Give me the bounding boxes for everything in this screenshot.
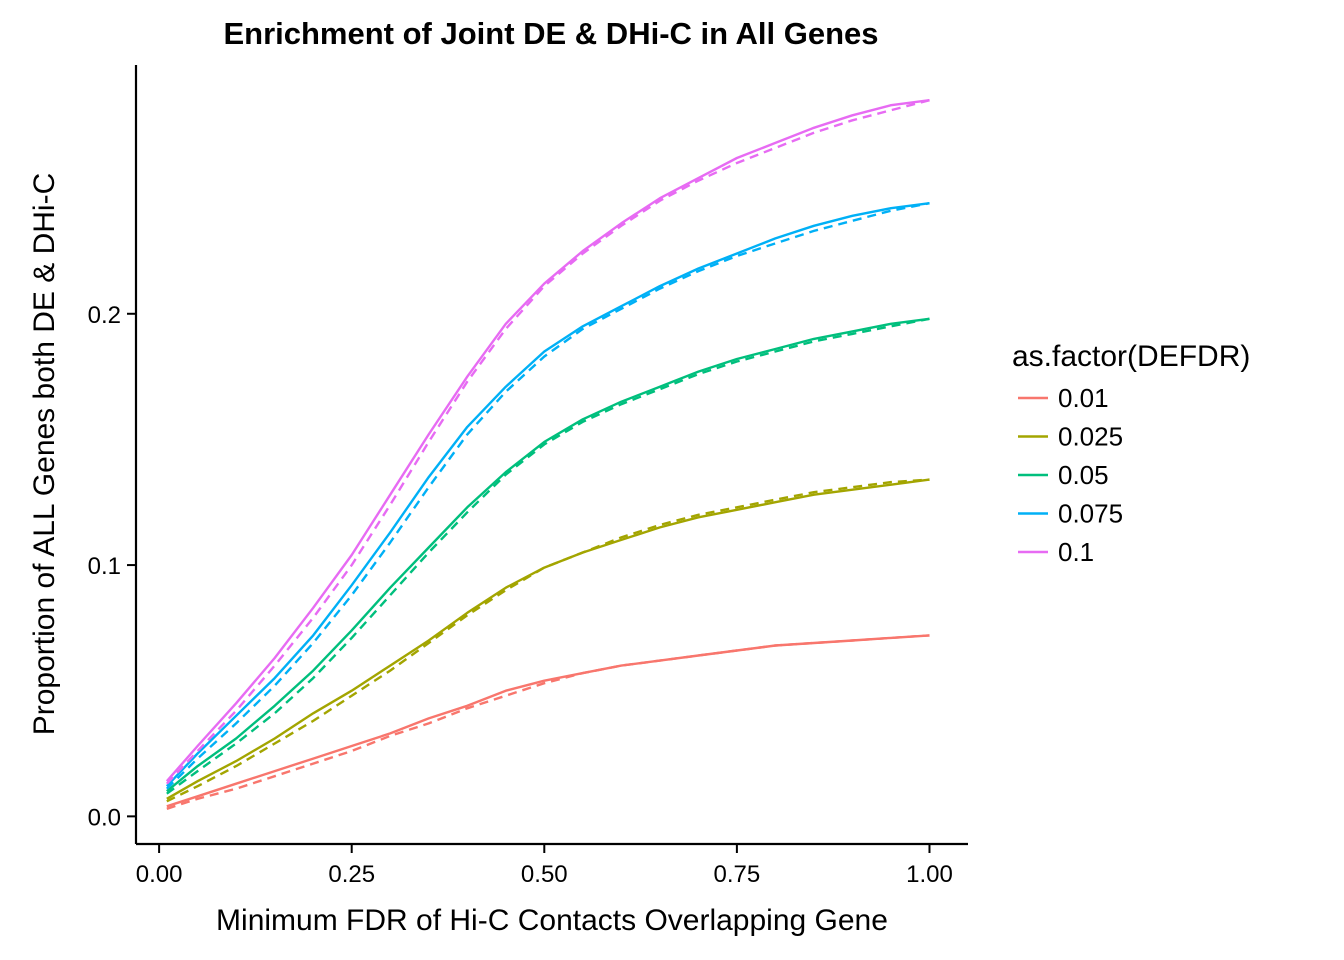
- series-line-dashed-3: [165, 202, 930, 790]
- series-layer: [165, 99, 930, 810]
- chart-title: Enrichment of Joint DE & DHi-C in All Ge…: [223, 16, 878, 51]
- x-tick-label: 0.25: [328, 861, 375, 888]
- legend-label: 0.05: [1058, 460, 1109, 490]
- x-tick-label: 0.50: [521, 861, 568, 888]
- y-axis-label: Proportion of ALL Genes both DE & DHi-C: [28, 173, 61, 736]
- series-line-solid-3: [165, 202, 930, 788]
- y-tick-label: 0.0: [88, 804, 121, 831]
- legend-title: as.factor(DEFDR): [1012, 340, 1250, 373]
- x-tick-label: 0.75: [714, 861, 761, 888]
- series-line-dashed-4: [165, 99, 930, 785]
- series-line-solid-1: [166, 478, 930, 800]
- legend-items: 0.01 0.025 0.05 0.075 0.1: [1018, 383, 1123, 567]
- legend-label: 0.01: [1058, 383, 1109, 413]
- x-axis-ticks: 0.00 0.25 0.50 0.75 1.00: [136, 844, 953, 888]
- series-line-dashed-1: [166, 478, 930, 803]
- legend: as.factor(DEFDR) 0.01 0.025 0.05 0.075 0.1: [1012, 340, 1250, 567]
- legend-label: 0.025: [1058, 422, 1123, 452]
- x-axis-label: Minimum FDR of Hi-C Contacts Overlapping…: [216, 904, 888, 937]
- series-line-dashed-0: [166, 634, 930, 810]
- x-tick-label: 1.00: [906, 861, 953, 888]
- legend-label: 0.075: [1058, 499, 1123, 529]
- series-line-dashed-2: [166, 317, 930, 795]
- legend-label: 0.1: [1058, 537, 1094, 567]
- series-line-solid-0: [166, 634, 930, 808]
- plot-area: 0.00 0.25 0.50 0.75 1.00 0.0 0.1 0.2: [88, 65, 968, 888]
- series-line-solid-4: [165, 99, 930, 782]
- y-axis-ticks: 0.0 0.1 0.2: [88, 302, 136, 831]
- series-line-solid-2: [166, 317, 930, 793]
- y-tick-label: 0.1: [88, 553, 121, 580]
- y-tick-label: 0.2: [88, 302, 121, 329]
- x-tick-label: 0.00: [136, 861, 183, 888]
